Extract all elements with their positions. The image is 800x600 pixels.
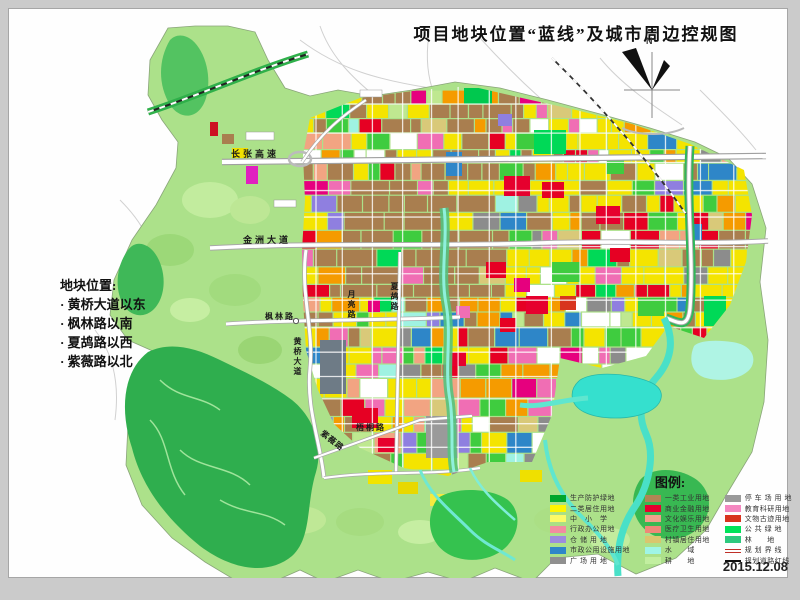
road-label-jinzhou-avenue: 金洲大道 (243, 235, 292, 245)
legend-swatch (724, 515, 741, 523)
legend-swatch (724, 546, 741, 554)
legend-item: 林 地 (724, 535, 792, 545)
legend-item: 中 小 学 (550, 514, 630, 524)
legend-label: 医疗卫生用地 (664, 526, 710, 534)
legend-label: 耕 地 (664, 557, 695, 565)
legend-item: 行政办公用地 (550, 524, 630, 534)
water-bodies (418, 316, 754, 577)
legend-label: 市政公用设施用地 (570, 547, 630, 555)
legend-swatch (724, 536, 741, 544)
legend-swatch (550, 494, 566, 502)
legend-item: 广 场 用 地 (550, 555, 630, 565)
legend-label: 二类居住用地 (570, 505, 615, 513)
legend-item: 一类工业用地 (644, 493, 710, 503)
north-label: N (646, 36, 653, 46)
plot-location-item: · 紫薇路以北 (60, 354, 133, 369)
legend-label: 水 域 (664, 547, 695, 555)
legend-item: 仓 储 用 地 (550, 535, 630, 545)
legend-label: 教育科研用地 (744, 505, 790, 513)
legend-label: 仓 储 用 地 (570, 536, 608, 544)
canal (439, 207, 459, 473)
legend-column: 停 车 场 用 地教育科研用地 文物古迹用地公 共 绿 地林 地规 划 界 线规划… (724, 493, 792, 566)
legend-swatch (644, 515, 661, 523)
legend-swatch (644, 557, 661, 565)
plot-location-heading: 地块位置: (60, 278, 117, 293)
legend-item: 商业金融用地 (644, 503, 710, 513)
legend-item: 二类居住用地 (550, 503, 630, 513)
legend-item: 市政公用设施用地 (550, 545, 630, 555)
plot-location-item: · 黄桥大道以东 (60, 297, 146, 312)
page-title: 项目地块位置“蓝线”及城市周边控规图 (413, 25, 739, 44)
legend-item: 规 划 界 线 (724, 545, 792, 555)
legend-label: 停 车 场 用 地 (744, 495, 792, 503)
legend-swatch (550, 515, 566, 523)
legend-label: 行政办公用地 (570, 526, 615, 534)
legend-swatch (724, 505, 741, 513)
legend-label: 文物古迹用地 (744, 515, 790, 523)
legend-label: 生产防护绿地 (570, 495, 615, 503)
plot-location-note: 地块位置: · 黄桥大道以东 · 枫林路以南 · 夏鸪路以西 · 紫薇路以北 (60, 276, 230, 371)
legend-swatch (644, 546, 661, 554)
legend-label: 村镇居住用地 (664, 536, 710, 544)
sketch-roads (94, 25, 757, 421)
legend-item: 文化娱乐用地 (644, 514, 710, 524)
legend-swatch (644, 494, 661, 502)
legend-label: 中 小 学 (570, 515, 608, 523)
legend-item: 教育科研用地 (724, 503, 792, 513)
road-label-huangqiao-avenue: 黄桥大道 (293, 337, 302, 377)
legend-label: 一类工业用地 (664, 495, 710, 503)
legend-column: 一类工业用地 商业金融用地 文化娱乐用地 医疗卫生用地 村镇居住用地水 域耕 地 (644, 493, 710, 566)
legend-item: 生产防护绿地 (550, 493, 630, 503)
legend-label: 广 场 用 地 (570, 557, 608, 565)
road-label-wutong-road: 梧桐路 (356, 423, 386, 432)
map-date: 2015.12.08 (722, 559, 788, 574)
legend-item: 停 车 场 用 地 (724, 493, 792, 503)
legend-label: 林 地 (744, 536, 775, 544)
road-label-yueliang-road: 月亮路 (347, 290, 356, 320)
forest-hills (117, 35, 709, 569)
legend-item: 公 共 绿 地 (724, 524, 792, 534)
legend-swatch (724, 494, 741, 502)
plot-location-item: · 夏鸪路以西 (60, 335, 133, 350)
legend-swatch (550, 546, 566, 554)
plot-location-item: · 枫林路以南 (60, 316, 133, 331)
legend-label: 规划道路红线 (744, 557, 790, 565)
legend-item: 文物古迹用地 (724, 514, 792, 524)
station-marker (292, 317, 300, 325)
road-label-fenglin-road: 枫林路 (265, 312, 295, 321)
legend-label: 商业金融用地 (664, 505, 710, 513)
legend-swatch (724, 525, 741, 533)
legend-item: 医疗卫生用地 (644, 524, 710, 534)
legend-swatch (644, 505, 661, 513)
legend-item: 村镇居住用地 (644, 535, 710, 545)
village-label-boxes (245, 89, 383, 208)
legend-swatch (550, 557, 566, 565)
legend-swatch (724, 557, 741, 565)
legend-swatch (550, 505, 566, 513)
railways (146, 50, 687, 215)
legend-label: 公 共 绿 地 (744, 526, 783, 534)
legend-label: 文化娱乐用地 (664, 515, 710, 523)
legend-swatch (550, 525, 566, 533)
legend: 生产防护绿地 二类居住用地中 小 学行政办公用地仓 储 用 地市政公用设施用地广 … (550, 493, 792, 566)
legend-swatch (644, 525, 661, 533)
legend-item: 水 域 (644, 545, 710, 555)
legend-swatch (644, 536, 661, 544)
legend-label: 规 划 界 线 (744, 547, 783, 555)
legend-swatch (550, 536, 566, 544)
legend-title: 图例: (654, 475, 686, 490)
road-label-xiagu-road: 夏鸪路 (390, 282, 399, 312)
legend-item: 规划道路红线 (724, 555, 792, 565)
peninsula-blocks (210, 122, 258, 184)
road-label-changzhang-expressway: 长张高速 (231, 149, 280, 159)
legend-column: 生产防护绿地 二类居住用地中 小 学行政办公用地仓 储 用 地市政公用设施用地广 … (550, 493, 630, 566)
north-arrow-icon (621, 48, 685, 135)
legend-item: 耕 地 (644, 555, 710, 565)
